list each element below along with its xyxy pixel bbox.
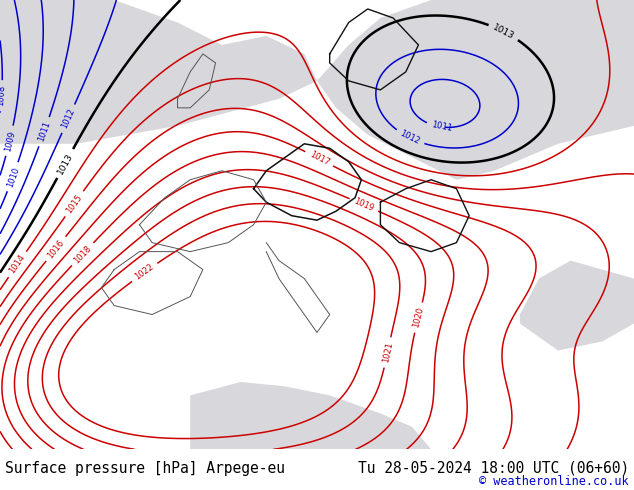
- Text: 1012: 1012: [60, 107, 77, 130]
- Text: 1011: 1011: [430, 121, 453, 133]
- Text: Tu 28-05-2024 18:00 UTC (06+60): Tu 28-05-2024 18:00 UTC (06+60): [358, 461, 629, 476]
- Polygon shape: [520, 261, 634, 350]
- Text: © weatheronline.co.uk: © weatheronline.co.uk: [479, 475, 629, 488]
- Text: 1017: 1017: [307, 150, 330, 168]
- Text: 1016: 1016: [46, 238, 66, 260]
- Text: 1019: 1019: [353, 196, 375, 213]
- Text: 1008: 1008: [0, 85, 7, 106]
- Text: 1020: 1020: [411, 306, 425, 329]
- Text: 1018: 1018: [72, 244, 93, 265]
- Text: 1015: 1015: [65, 193, 84, 215]
- Text: 1009: 1009: [3, 129, 16, 152]
- Text: 1014: 1014: [8, 253, 27, 275]
- Text: 1022: 1022: [133, 263, 156, 282]
- Polygon shape: [0, 0, 317, 144]
- Polygon shape: [317, 0, 634, 180]
- Text: 1010: 1010: [5, 166, 21, 188]
- Text: 1011: 1011: [36, 121, 52, 143]
- Text: 1013: 1013: [56, 151, 75, 176]
- Text: 1013: 1013: [491, 23, 516, 41]
- Text: 1021: 1021: [381, 341, 394, 364]
- Polygon shape: [190, 382, 431, 449]
- Text: Surface pressure [hPa] Arpege-eu: Surface pressure [hPa] Arpege-eu: [5, 461, 285, 476]
- Text: 1012: 1012: [399, 129, 422, 147]
